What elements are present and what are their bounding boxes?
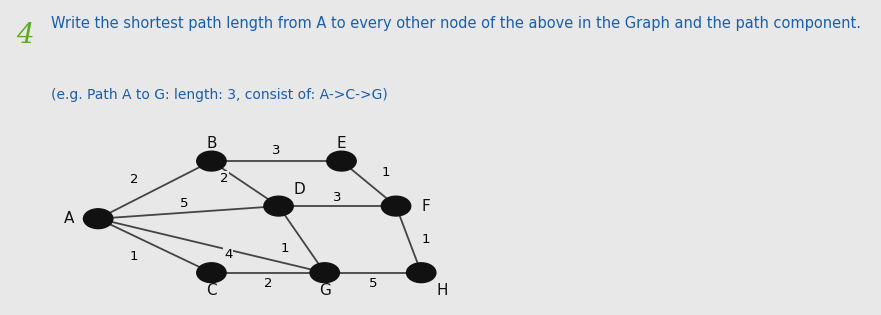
- Text: (e.g. Path A to G: length: 3, consist of: A->C->G): (e.g. Path A to G: length: 3, consist of…: [51, 88, 388, 102]
- Text: 5: 5: [369, 277, 377, 290]
- Ellipse shape: [310, 263, 339, 283]
- Text: 3: 3: [333, 191, 342, 203]
- Text: A: A: [63, 211, 74, 226]
- Text: C: C: [206, 283, 217, 298]
- Ellipse shape: [406, 263, 436, 283]
- Ellipse shape: [327, 151, 356, 171]
- Text: B: B: [206, 135, 217, 151]
- Text: D: D: [293, 182, 306, 198]
- Text: E: E: [337, 135, 346, 151]
- Text: 5: 5: [180, 197, 189, 210]
- Text: F: F: [421, 198, 430, 214]
- Text: 1: 1: [130, 250, 138, 263]
- Ellipse shape: [196, 263, 226, 283]
- Ellipse shape: [196, 151, 226, 171]
- Text: 2: 2: [130, 173, 138, 186]
- Text: 1: 1: [381, 166, 389, 179]
- Text: 2: 2: [263, 277, 272, 290]
- Ellipse shape: [381, 196, 411, 216]
- Text: 4: 4: [224, 248, 233, 261]
- Ellipse shape: [84, 209, 113, 229]
- Text: G: G: [319, 283, 330, 298]
- Text: Write the shortest path length from A to every other node of the above in the Gr: Write the shortest path length from A to…: [51, 16, 861, 31]
- Text: 4: 4: [16, 22, 33, 49]
- Text: 1: 1: [281, 242, 289, 255]
- Text: 3: 3: [272, 144, 281, 157]
- Ellipse shape: [264, 196, 293, 216]
- Text: H: H: [436, 283, 448, 298]
- Text: 1: 1: [421, 233, 430, 246]
- Text: 2: 2: [219, 172, 228, 185]
